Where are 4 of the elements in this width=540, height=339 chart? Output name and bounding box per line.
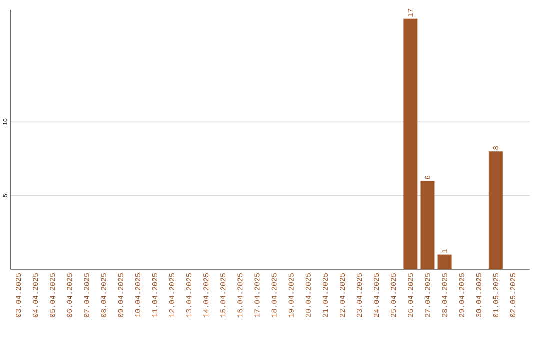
bar — [438, 254, 452, 270]
bar — [488, 151, 503, 270]
bar — [404, 18, 418, 270]
bar — [420, 180, 435, 270]
